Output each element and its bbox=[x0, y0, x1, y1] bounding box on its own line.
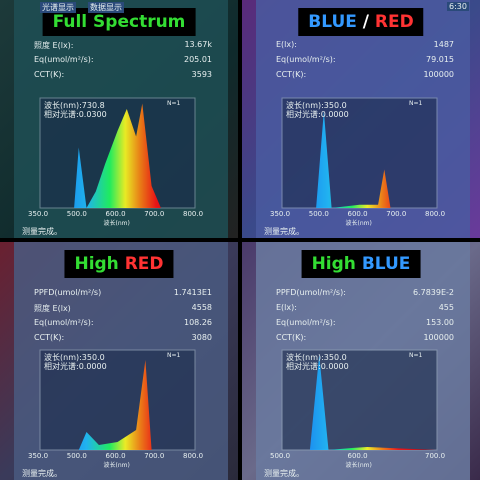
cursor-text: 波长(nm):350.0 bbox=[286, 101, 347, 110]
reading-value: 3593 bbox=[191, 70, 212, 79]
reading-label: CCT(K): bbox=[34, 333, 65, 342]
title-part: RED bbox=[124, 254, 164, 274]
screen bbox=[14, 0, 228, 238]
tab: 光谱显示 bbox=[40, 2, 76, 13]
series-count: N=1 bbox=[409, 100, 423, 107]
spectrum bbox=[282, 355, 437, 450]
reading-value: 100000 bbox=[423, 70, 454, 79]
title-part: Full Spectrum bbox=[52, 12, 186, 32]
title-part: High bbox=[74, 254, 125, 274]
reading-label: 照度 E(lx): bbox=[34, 41, 74, 50]
title-part: / bbox=[356, 12, 375, 32]
reading-value: 455 bbox=[438, 303, 454, 312]
status: 测量完成。 bbox=[22, 469, 62, 478]
x-tick-label: 600.0 bbox=[347, 210, 368, 218]
reading-label: Eq(umol/m²/s): bbox=[34, 55, 94, 64]
reading-label: CCT(K): bbox=[34, 70, 65, 79]
panel-title: High BLUE bbox=[301, 250, 421, 278]
title-part: High bbox=[311, 254, 362, 274]
screen bbox=[256, 0, 470, 238]
screen bbox=[256, 242, 470, 480]
tab: 数据显示 bbox=[88, 2, 124, 13]
x-tick-label: 500.0 bbox=[308, 210, 329, 218]
axis-title: 波长(nm) bbox=[345, 220, 372, 227]
series-count: N=1 bbox=[167, 100, 181, 107]
x-tick-label: 700.0 bbox=[144, 452, 165, 460]
x-tick-label: 800.0 bbox=[183, 452, 204, 460]
axis-title: 波长(nm) bbox=[103, 220, 130, 227]
x-tick-label: 600.0 bbox=[105, 452, 126, 460]
panel-title: High RED bbox=[64, 250, 174, 278]
x-tick-label: 350.0 bbox=[270, 210, 291, 218]
panel-title: Full Spectrum bbox=[42, 8, 196, 36]
x-tick-label: 600.0 bbox=[105, 210, 126, 218]
reading-value: 1487 bbox=[433, 40, 454, 49]
reading-label: Eq(umol/m²/s): bbox=[276, 55, 336, 64]
x-tick-label: 700.0 bbox=[425, 452, 446, 460]
reading-value: 13.67k bbox=[184, 40, 212, 49]
x-tick-label: 500.0 bbox=[270, 452, 291, 460]
x-tick-label: 800.0 bbox=[183, 210, 204, 218]
screen bbox=[14, 242, 228, 480]
x-tick-label: 350.0 bbox=[28, 452, 49, 460]
reading-label: E(lx): bbox=[276, 40, 297, 49]
tab: 6:30 bbox=[447, 2, 469, 11]
cursor-text: 波长(nm):350.0 bbox=[286, 353, 347, 362]
x-tick-label: 500.0 bbox=[66, 210, 87, 218]
reading-value: 153.00 bbox=[426, 318, 454, 327]
cursor-text: 相对光谱:0.0000 bbox=[286, 362, 349, 371]
reading-label: Eq(umol/m²/s): bbox=[34, 318, 94, 327]
x-tick-label: 700.0 bbox=[386, 210, 407, 218]
reading-label: E(lx): bbox=[276, 303, 297, 312]
cursor-text: 波长(nm):350.0 bbox=[44, 353, 105, 362]
reading-value: 100000 bbox=[423, 333, 454, 342]
status: 测量完成。 bbox=[264, 227, 304, 236]
chart-bg bbox=[281, 97, 438, 209]
reading-label: CCT(K): bbox=[276, 70, 307, 79]
cursor-text: 相对光谱:0.0000 bbox=[286, 110, 349, 119]
reading-label: PPFD(umol/m²/s): bbox=[276, 288, 346, 297]
title-part: RED bbox=[374, 12, 414, 32]
title-part: BLUE bbox=[361, 254, 411, 274]
reading-value: 205.01 bbox=[184, 55, 212, 64]
spectrum bbox=[40, 103, 195, 208]
chart-bg bbox=[281, 349, 438, 451]
panel: High RED PPFD(umol/m²/s) 1.7413E1 照度 E(lx) 4… bbox=[0, 242, 238, 480]
panel-title: BLUE / RED bbox=[298, 8, 424, 36]
cursor-text: 波长(nm):730.8 bbox=[44, 101, 105, 110]
x-tick-label: 350.0 bbox=[28, 210, 49, 218]
x-tick-label: 700.0 bbox=[144, 210, 165, 218]
x-tick-label: 800.0 bbox=[425, 210, 446, 218]
reading-label: CCT(K): bbox=[276, 333, 307, 342]
axis-title: 波长(nm) bbox=[103, 462, 130, 469]
reading-value: 4558 bbox=[191, 303, 212, 312]
panel: Full Spectrum 光谱显示 数据显示照度 E(lx): 13.67k Eq(u… bbox=[0, 0, 238, 238]
x-tick-label: 600.0 bbox=[347, 452, 368, 460]
panel: High BLUE PPFD(umol/m²/s): 6.7839E-2 E(lx):… bbox=[242, 242, 480, 480]
title-part: BLUE bbox=[308, 12, 357, 32]
reading-value: 6.7839E-2 bbox=[412, 288, 454, 297]
panel: BLUE / RED 6:30 E(lx): 1487 Eq(umol/m²/s): 79… bbox=[242, 0, 480, 238]
cursor-text: 相对光谱:0.0000 bbox=[44, 362, 107, 371]
axis-title: 波长(nm) bbox=[345, 462, 372, 469]
reading-label: 照度 E(lx) bbox=[34, 304, 71, 313]
chart-bg bbox=[39, 349, 196, 451]
reading-value: 108.26 bbox=[184, 318, 212, 327]
cursor-text: 相对光谱:0.0300 bbox=[44, 110, 107, 119]
series-count: N=1 bbox=[409, 352, 423, 359]
x-tick-label: 500.0 bbox=[66, 452, 87, 460]
reading-label: PPFD(umol/m²/s) bbox=[34, 288, 102, 297]
reading-value: 1.7413E1 bbox=[173, 288, 212, 297]
status: 测量完成。 bbox=[264, 469, 304, 478]
reading-value: 79.015 bbox=[426, 55, 454, 64]
reading-label: Eq(umol/m²/s): bbox=[276, 318, 336, 327]
spectrum bbox=[282, 111, 437, 208]
reading-value: 3080 bbox=[191, 333, 212, 342]
series-count: N=1 bbox=[167, 352, 181, 359]
status: 测量完成。 bbox=[22, 227, 62, 236]
